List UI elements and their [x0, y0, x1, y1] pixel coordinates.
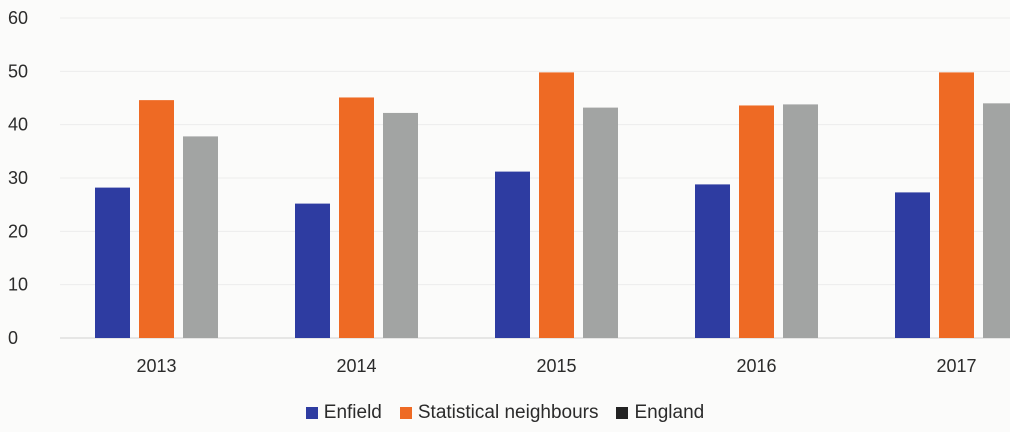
- bar-england-2016: [783, 104, 818, 339]
- x-tick-label: 2016: [736, 356, 776, 376]
- y-tick-label: 30: [8, 168, 28, 188]
- y-axis-ticks: 0 10 20 30 40 50 60: [8, 8, 28, 348]
- legend: Enfield Statistical neighbours England: [0, 402, 1010, 424]
- bar-enfield-2017: [895, 192, 930, 338]
- y-tick-label: 40: [8, 115, 28, 135]
- bar-statistical-neighbours-2014: [339, 97, 374, 338]
- bar-statistical-neighbours-2015: [539, 72, 574, 339]
- y-tick-label: 20: [8, 221, 28, 241]
- bar-england-2014: [383, 112, 418, 338]
- bar-enfield-2014: [295, 203, 330, 338]
- legend-item-enfield: Enfield: [305, 402, 382, 424]
- bar-enfield-2013: [95, 187, 130, 338]
- legend-label-enfield: Enfield: [323, 402, 382, 423]
- gridlines: [60, 17, 1010, 286]
- bar-statistical-neighbours-2017: [939, 72, 974, 339]
- legend-swatch-england: [616, 407, 629, 419]
- bar-england-2017: [983, 103, 1010, 338]
- legend-swatch-statistical-neighbours: [399, 407, 412, 419]
- bars: [95, 72, 1010, 339]
- legend-item-statistical-neighbours: Statistical neighbours: [399, 402, 599, 424]
- x-tick-label: 2017: [936, 356, 976, 376]
- y-tick-label: 50: [8, 61, 28, 81]
- bar-enfield-2016: [695, 184, 730, 338]
- y-tick-label: 0: [8, 328, 18, 348]
- y-tick-label: 10: [8, 275, 28, 295]
- legend-label-statistical-neighbours: Statistical neighbours: [417, 402, 599, 423]
- x-tick-label: 2015: [536, 356, 576, 376]
- bar-england-2015: [583, 107, 618, 338]
- x-axis-ticks: 2013 2014 2015 2016 2017: [136, 356, 976, 376]
- x-tick-label: 2014: [336, 356, 376, 376]
- bar-enfield-2015: [495, 171, 530, 338]
- legend-item-england: England: [616, 402, 704, 424]
- legend-label-england: England: [634, 402, 705, 423]
- y-tick-label: 60: [8, 8, 28, 28]
- bar-statistical-neighbours-2013: [139, 100, 174, 338]
- bar-statistical-neighbours-2016: [739, 105, 774, 338]
- bar-england-2013: [183, 136, 218, 338]
- x-tick-label: 2013: [136, 356, 176, 376]
- legend-swatch-enfield: [305, 407, 318, 419]
